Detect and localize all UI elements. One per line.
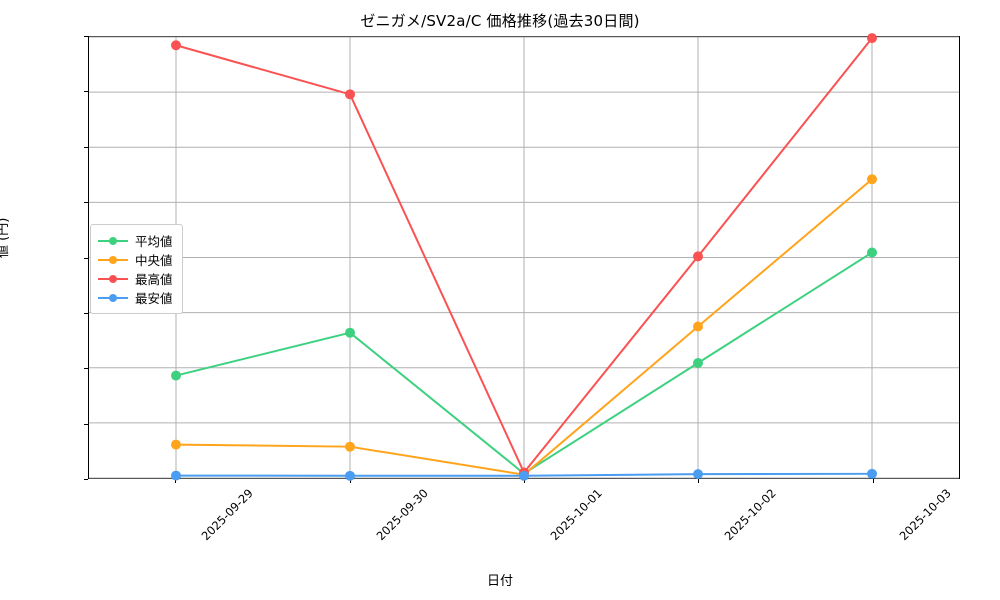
data-point-marker[interactable] (693, 358, 703, 368)
data-point-marker[interactable] (345, 470, 355, 481)
data-point-marker[interactable] (171, 40, 181, 51)
x-axis-tick-mark (872, 479, 874, 483)
legend-item-2[interactable]: 中央値 (98, 250, 173, 269)
legend-label: 平均値 (135, 234, 173, 249)
data-point-marker[interactable] (345, 89, 355, 100)
data-point-marker[interactable] (345, 441, 355, 452)
x-axis-tick-label: 2025-09-30 (373, 486, 431, 544)
x-axis-tick-mark (698, 479, 700, 483)
x-axis-label: 日付 (486, 574, 513, 589)
legend-item-4[interactable]: 最安値 (98, 288, 173, 307)
legend-swatch-icon (98, 273, 128, 285)
x-axis-tick-label: 2025-09-29 (198, 486, 256, 544)
data-point-marker[interactable] (867, 468, 877, 479)
legend-item-3[interactable]: 最高値 (98, 269, 173, 288)
legend-label: 中央値 (135, 253, 173, 268)
chart-title: ゼニガメ/SV2a/C 価格推移(過去30日間) (360, 12, 640, 30)
x-axis-tick-label: 2025-10-01 (547, 486, 605, 544)
y-axis-tick-mark (84, 479, 88, 480)
y-axis-label: 値 (円) (0, 217, 11, 258)
data-point-marker[interactable] (345, 327, 355, 338)
series-line (175, 251, 873, 475)
data-point-marker[interactable] (519, 470, 529, 481)
x-axis-tick-label: 2025-10-03 (896, 486, 954, 544)
legend-swatch-icon (98, 235, 128, 247)
data-point-marker[interactable] (867, 33, 877, 44)
chart-legend[interactable]: 平均値中央値最高値最安値 (90, 224, 183, 314)
legend-swatch-icon (98, 254, 128, 266)
legend-swatch-icon (98, 292, 128, 304)
x-axis-tick-label: 2025-10-02 (721, 486, 780, 544)
data-point-marker[interactable] (171, 439, 181, 450)
legend-label: 最安値 (135, 291, 173, 306)
data-point-marker[interactable] (693, 469, 703, 480)
data-point-marker[interactable] (171, 470, 181, 481)
data-point-marker[interactable] (171, 370, 181, 381)
plot-area (88, 33, 960, 481)
legend-label: 最高値 (135, 272, 173, 287)
data-point-marker[interactable] (867, 174, 877, 185)
series-layer (171, 33, 877, 481)
legend-item-1[interactable]: 平均値 (98, 231, 173, 250)
series-line (175, 178, 873, 476)
series-line (175, 37, 873, 474)
data-point-marker[interactable] (693, 251, 703, 262)
data-point-marker[interactable] (867, 247, 877, 258)
data-point-marker[interactable] (693, 321, 703, 332)
